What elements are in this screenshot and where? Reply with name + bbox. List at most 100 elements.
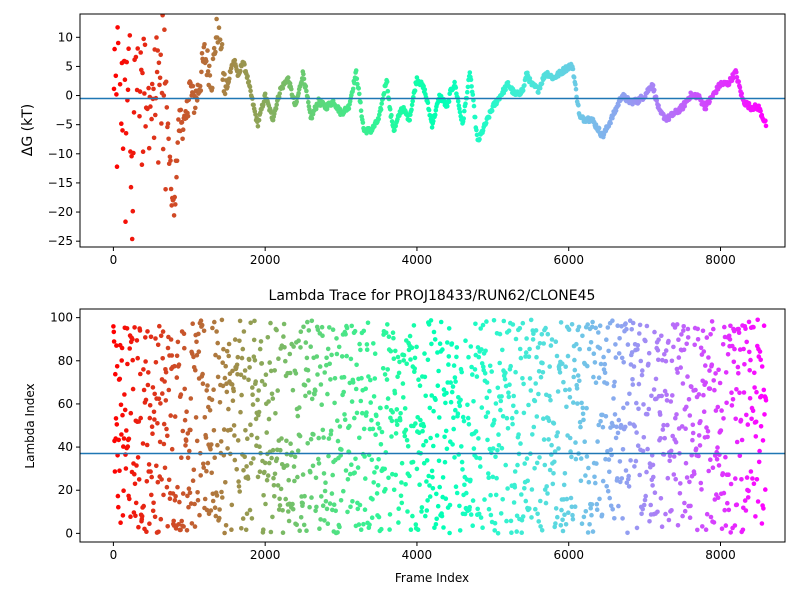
lambda-point [428,435,433,441]
lambda-point [133,513,138,519]
lambda-point [692,342,697,348]
delta-g-point [173,202,178,207]
lambda-point [265,335,271,340]
lambda-point [562,471,568,476]
delta-g-point [736,79,741,84]
delta-g-point [452,79,457,85]
lambda-point [470,498,476,503]
lambda-point [212,319,217,325]
lambda-point [253,416,259,422]
lambda-point [290,506,296,512]
delta-g-point [358,108,364,113]
delta-g-point [222,72,227,77]
lambda-point [402,406,408,411]
delta-g-point [256,117,262,123]
delta-g-point [262,91,268,97]
lambda-point [671,472,677,477]
delta-g-point [148,104,153,109]
lambda-point [225,446,230,451]
lambda-point [572,367,578,373]
lambda-point [685,374,690,379]
delta-g-point [480,128,486,133]
lambda-point [572,357,577,363]
delta-g-point [129,236,135,242]
delta-g-point [163,79,169,85]
lambda-point [528,388,534,393]
lambda-point [208,446,213,452]
lambda-point [357,435,362,441]
lambda-point [665,422,670,428]
lambda-point [280,530,286,535]
lambda-point [268,529,274,535]
lambda-point [539,332,545,337]
lambda-point [203,435,209,440]
lambda-point [119,345,125,351]
lambda-point [578,456,584,461]
lambda-point [497,331,503,337]
lambda-point [517,326,523,331]
lambda-point [262,382,268,388]
lambda-point [594,507,600,512]
lambda-point [421,460,427,466]
lambda-point [723,454,728,460]
lambda-point [283,496,289,502]
lambda-point [217,400,223,405]
lambda-point [151,500,156,506]
lambda-point [546,418,552,424]
lambda-point [250,385,255,390]
delta-g-point [763,123,769,129]
delta-g-point [112,46,117,52]
delta-g-point [378,107,384,112]
lambda-point [511,500,517,505]
lambda-point [752,385,757,390]
lambda-point [135,455,141,460]
lambda-point [162,465,168,471]
lambda-point [585,322,590,327]
lambda-point [687,515,693,520]
lambda-point [287,370,293,376]
lambda-point [243,428,248,433]
lambda-point [487,446,493,452]
lambda-point [618,422,624,428]
lambda-point [470,372,475,377]
lambda-point [659,393,664,399]
lambda-point [539,528,545,533]
lambda-point [193,367,198,373]
lambda-point [156,529,161,535]
lambda-point [204,507,210,513]
lambda-point [733,476,738,481]
lambda-point [567,435,573,441]
lambda-point [593,325,598,331]
lambda-point [318,382,324,387]
lambda-point [676,355,682,360]
lambda-point [722,507,727,513]
lambda-point [199,322,205,328]
lambda-point [466,422,472,427]
lambda-point [341,488,346,494]
lambda-point [114,364,120,369]
lambda-point [395,354,401,360]
delta-g-point [214,16,219,22]
lambda-point [268,320,273,326]
delta-g-point [273,106,279,111]
lambda-point [398,411,403,416]
lambda-point [157,323,162,329]
lambda-point [570,516,576,522]
lambda-point [629,350,635,355]
lambda-point [560,517,565,523]
lambda-point [472,367,478,372]
lambda-point [344,353,350,359]
delta-g-point [522,83,527,88]
lambda-point [508,363,513,369]
lambda-point [431,408,436,414]
lambda-point [744,475,750,480]
lambda-point [400,381,406,386]
lambda-point [721,416,726,421]
lambda-point [536,519,541,524]
lambda-point [671,344,676,350]
lambda-point [382,372,388,377]
lambda-point [695,527,700,533]
lambda-point [420,428,425,434]
delta-g-point [387,107,393,112]
delta-g-point [306,99,311,105]
